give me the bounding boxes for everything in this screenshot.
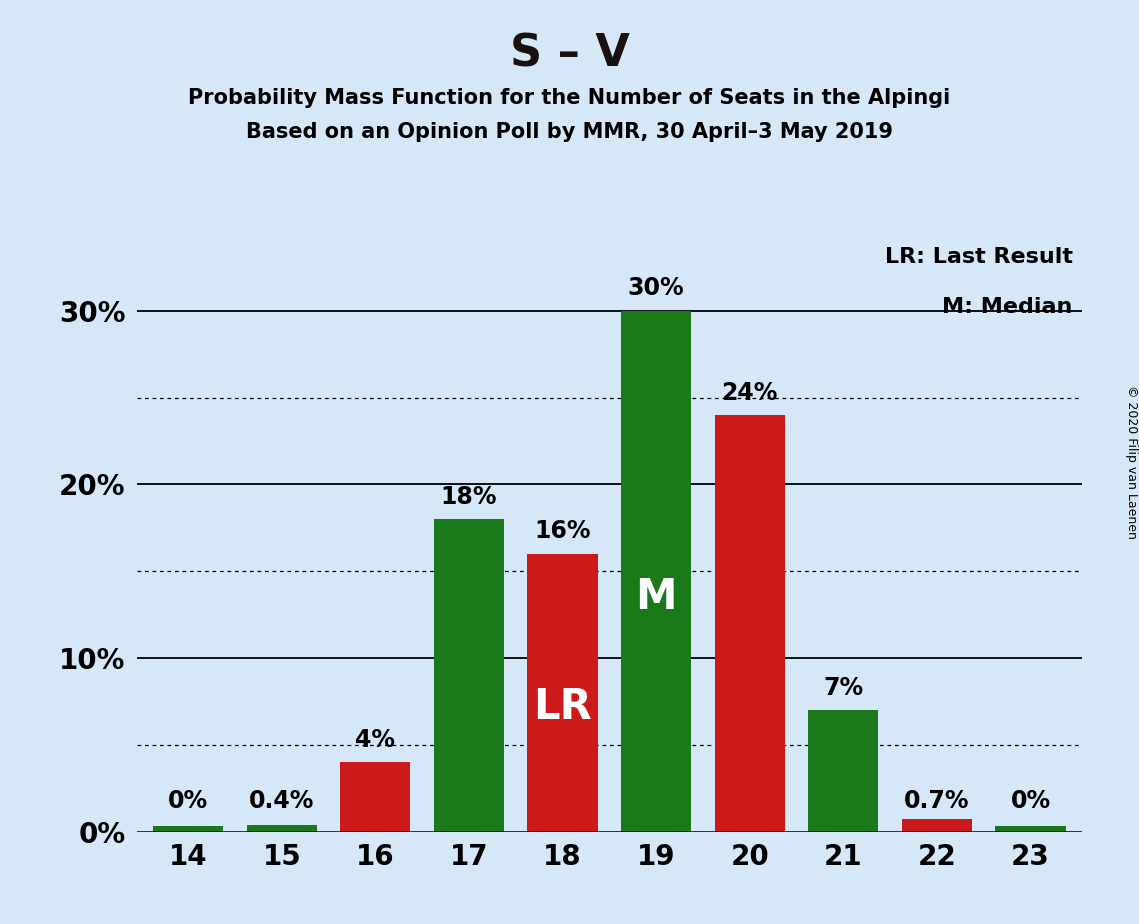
Text: 0.4%: 0.4% [249,788,314,812]
Text: 0%: 0% [169,788,208,812]
Text: 30%: 30% [628,276,685,300]
Text: © 2020 Filip van Laenen: © 2020 Filip van Laenen [1124,385,1138,539]
Text: 16%: 16% [534,519,591,543]
Bar [527,553,598,832]
Text: 24%: 24% [722,381,778,405]
Bar [809,710,878,832]
Text: 18%: 18% [441,485,498,509]
Text: Based on an Opinion Poll by MMR, 30 April–3 May 2019: Based on an Opinion Poll by MMR, 30 Apri… [246,122,893,142]
Text: 4%: 4% [355,728,395,752]
Bar [621,310,691,832]
Bar [995,826,1066,832]
Text: S – V: S – V [509,32,630,76]
Bar [434,519,505,832]
Bar [153,826,223,832]
Bar [714,415,785,832]
Text: LR: Last Result: LR: Last Result [885,248,1073,267]
Bar [341,762,410,832]
Bar [247,824,317,832]
Text: Probability Mass Function for the Number of Seats in the Alpingi: Probability Mass Function for the Number… [188,88,951,108]
Text: 0%: 0% [1010,788,1050,812]
Text: 7%: 7% [823,675,863,699]
Text: LR: LR [533,686,592,727]
Text: M: M [636,577,677,618]
Text: M: Median: M: Median [942,297,1073,317]
Bar [902,820,972,832]
Text: 0.7%: 0.7% [904,788,969,812]
